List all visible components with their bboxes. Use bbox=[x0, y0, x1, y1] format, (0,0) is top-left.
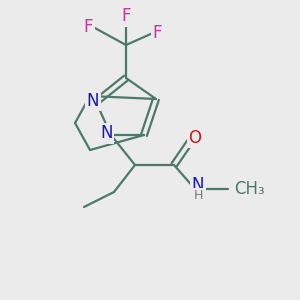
Text: CH₃: CH₃ bbox=[234, 180, 265, 198]
Text: O: O bbox=[188, 129, 202, 147]
Text: N: N bbox=[192, 176, 204, 194]
Text: H: H bbox=[193, 189, 203, 202]
Text: N: N bbox=[87, 92, 99, 110]
Text: F: F bbox=[153, 24, 162, 42]
Text: F: F bbox=[84, 18, 93, 36]
Text: N: N bbox=[100, 124, 113, 142]
Text: F: F bbox=[121, 8, 131, 26]
